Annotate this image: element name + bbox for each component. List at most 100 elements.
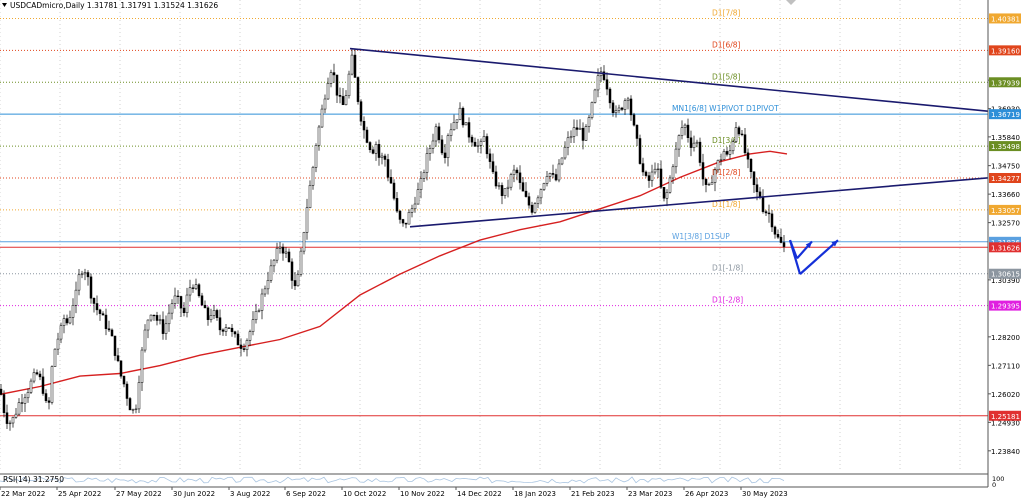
level-price-tag xyxy=(989,410,1021,421)
candle-body xyxy=(503,188,507,196)
candle-body xyxy=(269,265,273,281)
level-name: MN1[6/8] W1PIVOT D1PIVOT xyxy=(672,104,779,113)
candle-body xyxy=(62,318,66,326)
candle-body xyxy=(254,311,258,320)
trendline[interactable] xyxy=(349,47,1019,115)
price-tick-label: 1.23840 xyxy=(991,448,1020,456)
candle-body xyxy=(68,317,72,324)
candle-body xyxy=(80,273,84,276)
candle-body xyxy=(512,169,516,175)
price-tick-label: 1.28200 xyxy=(991,334,1020,342)
candle-body xyxy=(644,171,648,176)
price-tick-label: 1.30390 xyxy=(991,277,1020,285)
candle-body xyxy=(548,173,552,177)
candle-body xyxy=(740,133,744,136)
candle-body xyxy=(377,144,381,158)
candle-body xyxy=(29,380,33,393)
candle-body xyxy=(89,276,93,299)
level-price-tag xyxy=(989,13,1021,24)
candle-body xyxy=(407,212,411,225)
candle-body xyxy=(545,176,549,184)
candle-body xyxy=(749,158,753,172)
candle-body xyxy=(752,171,756,185)
candle-body xyxy=(617,107,621,111)
candle-body xyxy=(371,149,375,154)
candle-body xyxy=(386,159,390,178)
level-price-text: 1.40381 xyxy=(991,15,1020,23)
candle-body xyxy=(275,248,279,261)
candle-body xyxy=(539,189,543,199)
candle-body xyxy=(725,151,729,155)
candle-body xyxy=(650,171,654,181)
candle-body xyxy=(71,305,75,318)
candle-body xyxy=(482,136,486,142)
candle-body xyxy=(257,310,261,312)
candle-body xyxy=(551,173,555,175)
candle-body xyxy=(659,168,663,188)
candle-body xyxy=(356,77,360,102)
candle-body xyxy=(185,294,189,314)
candle-body xyxy=(203,304,207,309)
date-label: 22 Mar 2022 xyxy=(1,490,45,498)
level-price-text: 1.25181 xyxy=(991,413,1020,421)
candle-body xyxy=(50,366,54,403)
candle-body xyxy=(128,398,132,411)
candle-body xyxy=(32,372,36,382)
candle-body xyxy=(596,75,600,91)
candle-body xyxy=(563,146,567,159)
price-tick-label: 1.27110 xyxy=(991,362,1020,370)
level-name: D1[5/8] xyxy=(712,72,741,81)
candle-body xyxy=(743,134,747,154)
candle-body xyxy=(74,289,78,306)
candle-body xyxy=(212,310,216,316)
candle-body xyxy=(674,148,678,168)
candle-body xyxy=(602,71,606,80)
level-name: D1[7/8] xyxy=(712,8,741,17)
candle-body xyxy=(431,140,435,149)
rsi-axis-top: 100 xyxy=(992,475,1004,483)
candle-body xyxy=(518,172,522,183)
candle-body xyxy=(95,303,99,311)
candle-body xyxy=(65,318,69,324)
candle-body xyxy=(734,127,738,142)
candle-body xyxy=(500,185,504,196)
candle-body xyxy=(590,102,594,118)
candle-body xyxy=(296,273,300,287)
projection-arrowhead xyxy=(831,240,838,247)
candle-body xyxy=(146,319,150,331)
candle-body xyxy=(392,182,396,199)
candle-body xyxy=(197,284,201,297)
candle-body xyxy=(251,319,255,332)
candle-body xyxy=(521,182,525,192)
candle-body xyxy=(689,137,693,148)
candle-body xyxy=(23,397,27,404)
candle-body xyxy=(728,150,732,155)
grid-lines xyxy=(0,0,961,472)
candle-body xyxy=(767,212,771,215)
candle-body xyxy=(227,327,231,329)
candle-body xyxy=(17,402,21,415)
candle-body xyxy=(488,153,492,162)
level-price-tag xyxy=(989,236,1021,247)
triangle-down-icon[interactable] xyxy=(2,3,7,7)
level-price-tag xyxy=(989,300,1021,311)
date-label: 25 Apr 2022 xyxy=(58,490,101,498)
level-name: D1[6/8] xyxy=(712,40,741,49)
candle-body xyxy=(335,74,339,96)
candle-body xyxy=(302,232,306,252)
candle-body xyxy=(20,402,24,404)
candle-body xyxy=(47,400,51,403)
candle-body xyxy=(182,307,186,314)
scroll-marker-icon[interactable] xyxy=(786,0,796,5)
level-price-tag xyxy=(989,242,1021,253)
candle-body xyxy=(656,168,660,171)
moving-average xyxy=(0,150,788,396)
candle-body xyxy=(452,122,456,131)
candle-body xyxy=(35,372,39,375)
candle-body xyxy=(374,144,378,154)
trendline[interactable] xyxy=(409,174,1019,228)
level-name: D1[-1/8] xyxy=(712,264,743,273)
date-label: 23 Mar 2023 xyxy=(628,490,672,498)
